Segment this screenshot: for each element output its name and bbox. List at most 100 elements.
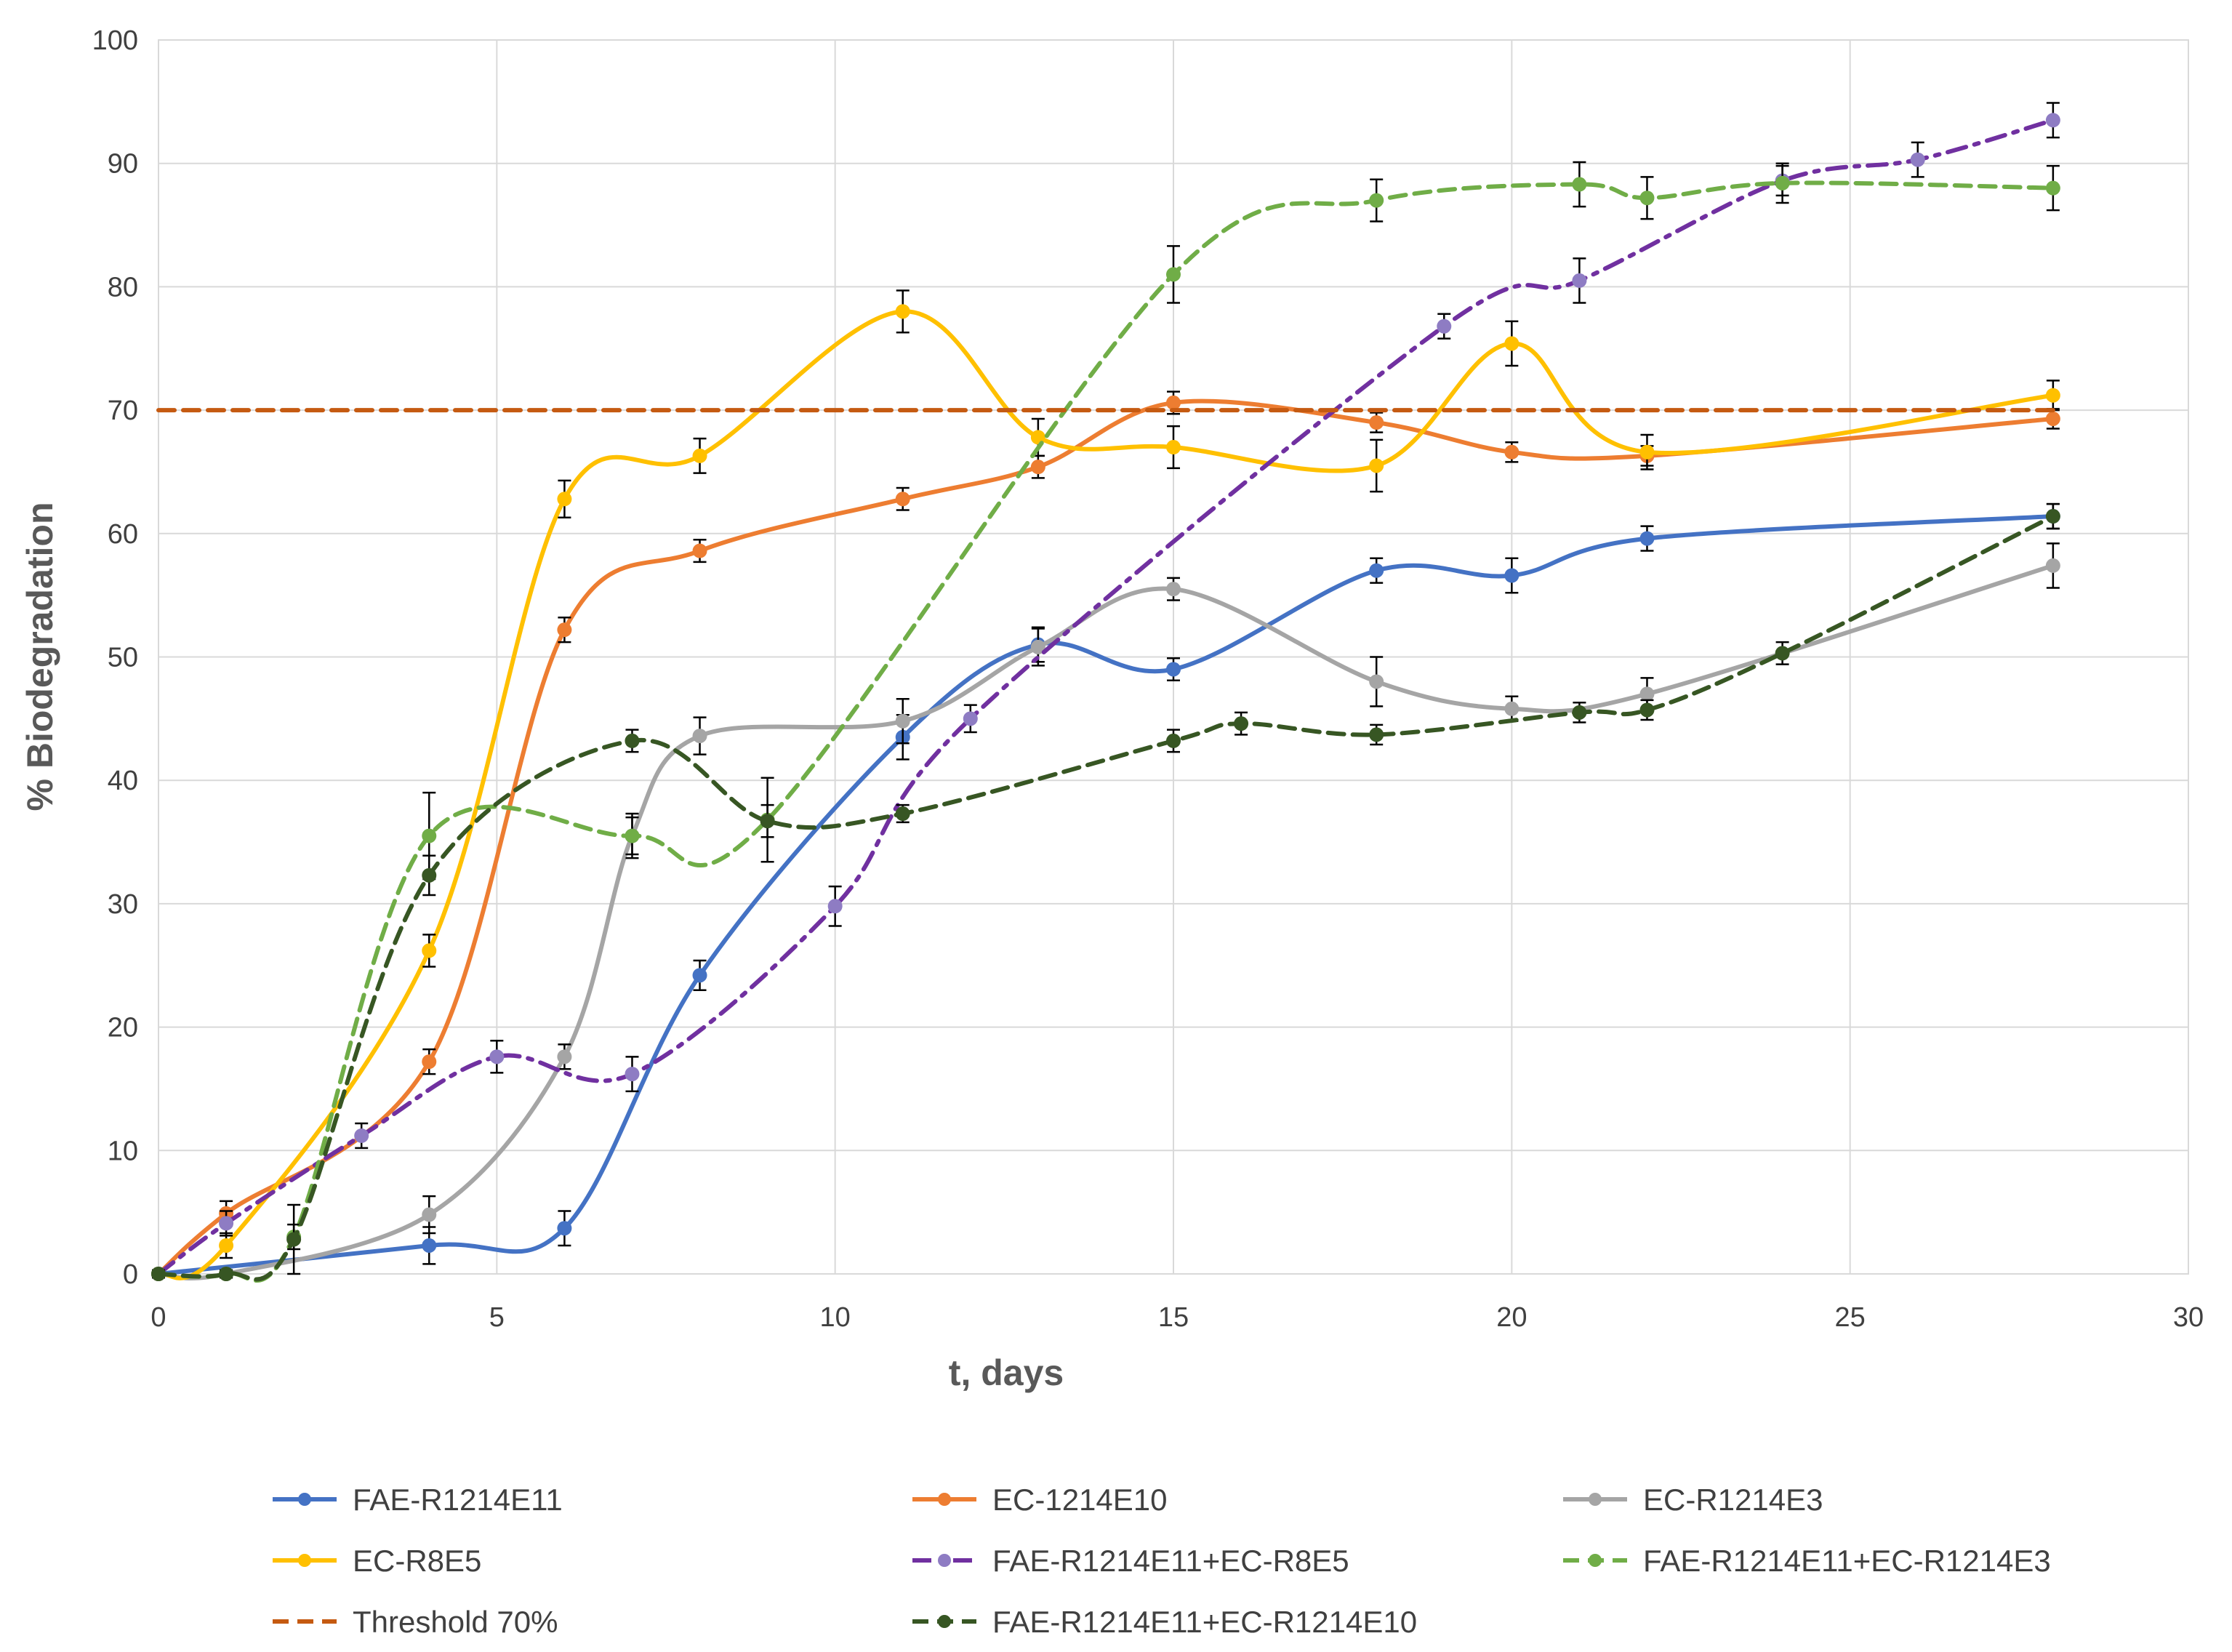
y-tick-label: 100 [92, 25, 138, 56]
series-layer [151, 102, 2060, 1283]
series-ec-r1214e3 [151, 542, 2060, 1281]
data-point [286, 1232, 302, 1247]
series-line [156, 398, 2055, 1276]
data-point [1166, 267, 1181, 282]
data-point [1910, 152, 1925, 167]
legend-item: FAE-R1214E11 [273, 1483, 563, 1517]
data-point [1572, 705, 1587, 720]
data-point [1166, 440, 1181, 455]
legend-label: FAE-R1214E11+EC-R1214E3 [1643, 1544, 2051, 1578]
data-point [489, 1049, 505, 1064]
y-tick-label: 0 [123, 1259, 138, 1290]
data-point [963, 711, 978, 726]
data-point [1166, 582, 1181, 597]
series-ec-r8e5 [151, 289, 2060, 1281]
series-fae-r1214e11-ec-r8e5 [151, 102, 2060, 1281]
legend-swatch-marker [1589, 1554, 1602, 1567]
data-point [557, 1049, 572, 1064]
data-point [625, 828, 640, 843]
data-point [692, 729, 707, 744]
series-line [156, 514, 2055, 1282]
data-point [1030, 639, 1045, 654]
plot-border-rect [158, 39, 2189, 1275]
data-point [692, 543, 707, 558]
legend-item: EC-R8E5 [273, 1544, 481, 1578]
x-tick-label: 20 [1496, 1302, 1527, 1333]
x-tick-label: 5 [489, 1302, 505, 1333]
data-point [2045, 388, 2060, 403]
data-point [422, 867, 437, 883]
data-point [1369, 563, 1384, 578]
legend-swatch-marker [1589, 1493, 1602, 1506]
legend-swatch-marker [298, 1554, 311, 1567]
y-tick-label: 40 [108, 766, 138, 796]
x-tick-label: 30 [2173, 1302, 2204, 1333]
data-point [2045, 509, 2060, 524]
legend-item: EC-R1214E3 [1563, 1483, 1823, 1517]
data-point [422, 828, 437, 843]
series-line [156, 118, 2055, 1276]
data-point [2045, 558, 2060, 573]
data-point [354, 1128, 369, 1143]
y-tick-label: 90 [108, 149, 138, 180]
legend-label: EC-R8E5 [353, 1544, 481, 1578]
legend-label: Threshold 70% [353, 1605, 558, 1639]
legend-swatch-marker [938, 1554, 951, 1567]
data-point [1639, 686, 1655, 702]
data-point [1639, 702, 1655, 718]
data-point [422, 1238, 437, 1253]
legend: FAE-R1214E11 EC-1214E10 EC-R1214E3 EC-R8E5 F… [273, 1483, 2051, 1639]
legend-swatch-marker [298, 1493, 311, 1506]
series-fae-r1214e11-ec-r1214e10 [151, 502, 2060, 1282]
x-tick-label: 25 [1835, 1302, 1866, 1333]
data-point [1504, 568, 1520, 583]
y-tick-label: 20 [108, 1013, 138, 1043]
y-axis-ticks: 0 10 20 30 40 50 60 70 80 90 100 [92, 25, 138, 1290]
series-fae-r1214e11 [151, 502, 2060, 1281]
data-point [1166, 662, 1181, 677]
data-point [1030, 460, 1045, 475]
data-point [895, 492, 910, 507]
legend-label: FAE-R1214E11 [353, 1483, 563, 1517]
legend-label: EC-R1214E3 [1643, 1483, 1823, 1517]
y-tick-label: 60 [108, 519, 138, 550]
data-point [625, 733, 640, 748]
data-point [895, 304, 910, 319]
data-point [1775, 175, 1790, 191]
data-point [895, 806, 910, 822]
series-line [156, 514, 2055, 1276]
data-point [2045, 113, 2060, 128]
data-point [625, 1067, 640, 1082]
legend-item: Threshold 70% [273, 1605, 558, 1639]
series-fae-r1214e11-ec-r1214e3 [151, 161, 2060, 1283]
legend-label: FAE-R1214E11+EC-R8E5 [992, 1544, 1349, 1578]
legend-swatch-marker [938, 1493, 951, 1506]
legend-item: FAE-R1214E11+EC-R8E5 [912, 1544, 1349, 1578]
series-line [156, 563, 2055, 1280]
data-point [1639, 444, 1655, 460]
legend-item: EC-1214E10 [912, 1483, 1168, 1517]
data-point [422, 1054, 437, 1070]
data-point [219, 1267, 234, 1281]
data-point [1166, 733, 1181, 748]
data-point [1369, 193, 1384, 208]
legend-item: FAE-R1214E11+EC-R1214E3 [1563, 1544, 2051, 1578]
data-point [1504, 701, 1520, 716]
data-point [557, 1221, 572, 1236]
data-point [557, 622, 572, 638]
legend-item: FAE-R1214E11+EC-R1214E10 [912, 1605, 1417, 1639]
data-point [760, 814, 775, 829]
series-ec-1214e10 [151, 390, 2060, 1281]
data-point [2045, 411, 2060, 426]
data-point [2045, 180, 2060, 196]
data-point [1369, 727, 1384, 742]
legend-swatch-marker [938, 1615, 951, 1628]
x-axis-ticks: 0 5 10 15 20 25 30 [150, 1302, 2204, 1333]
legend-label: FAE-R1214E11+EC-R1214E10 [992, 1605, 1417, 1639]
y-tick-label: 80 [108, 272, 138, 302]
data-point [692, 448, 707, 463]
x-tick-label: 10 [820, 1302, 851, 1333]
data-point [1572, 273, 1587, 288]
data-point [1234, 716, 1249, 731]
